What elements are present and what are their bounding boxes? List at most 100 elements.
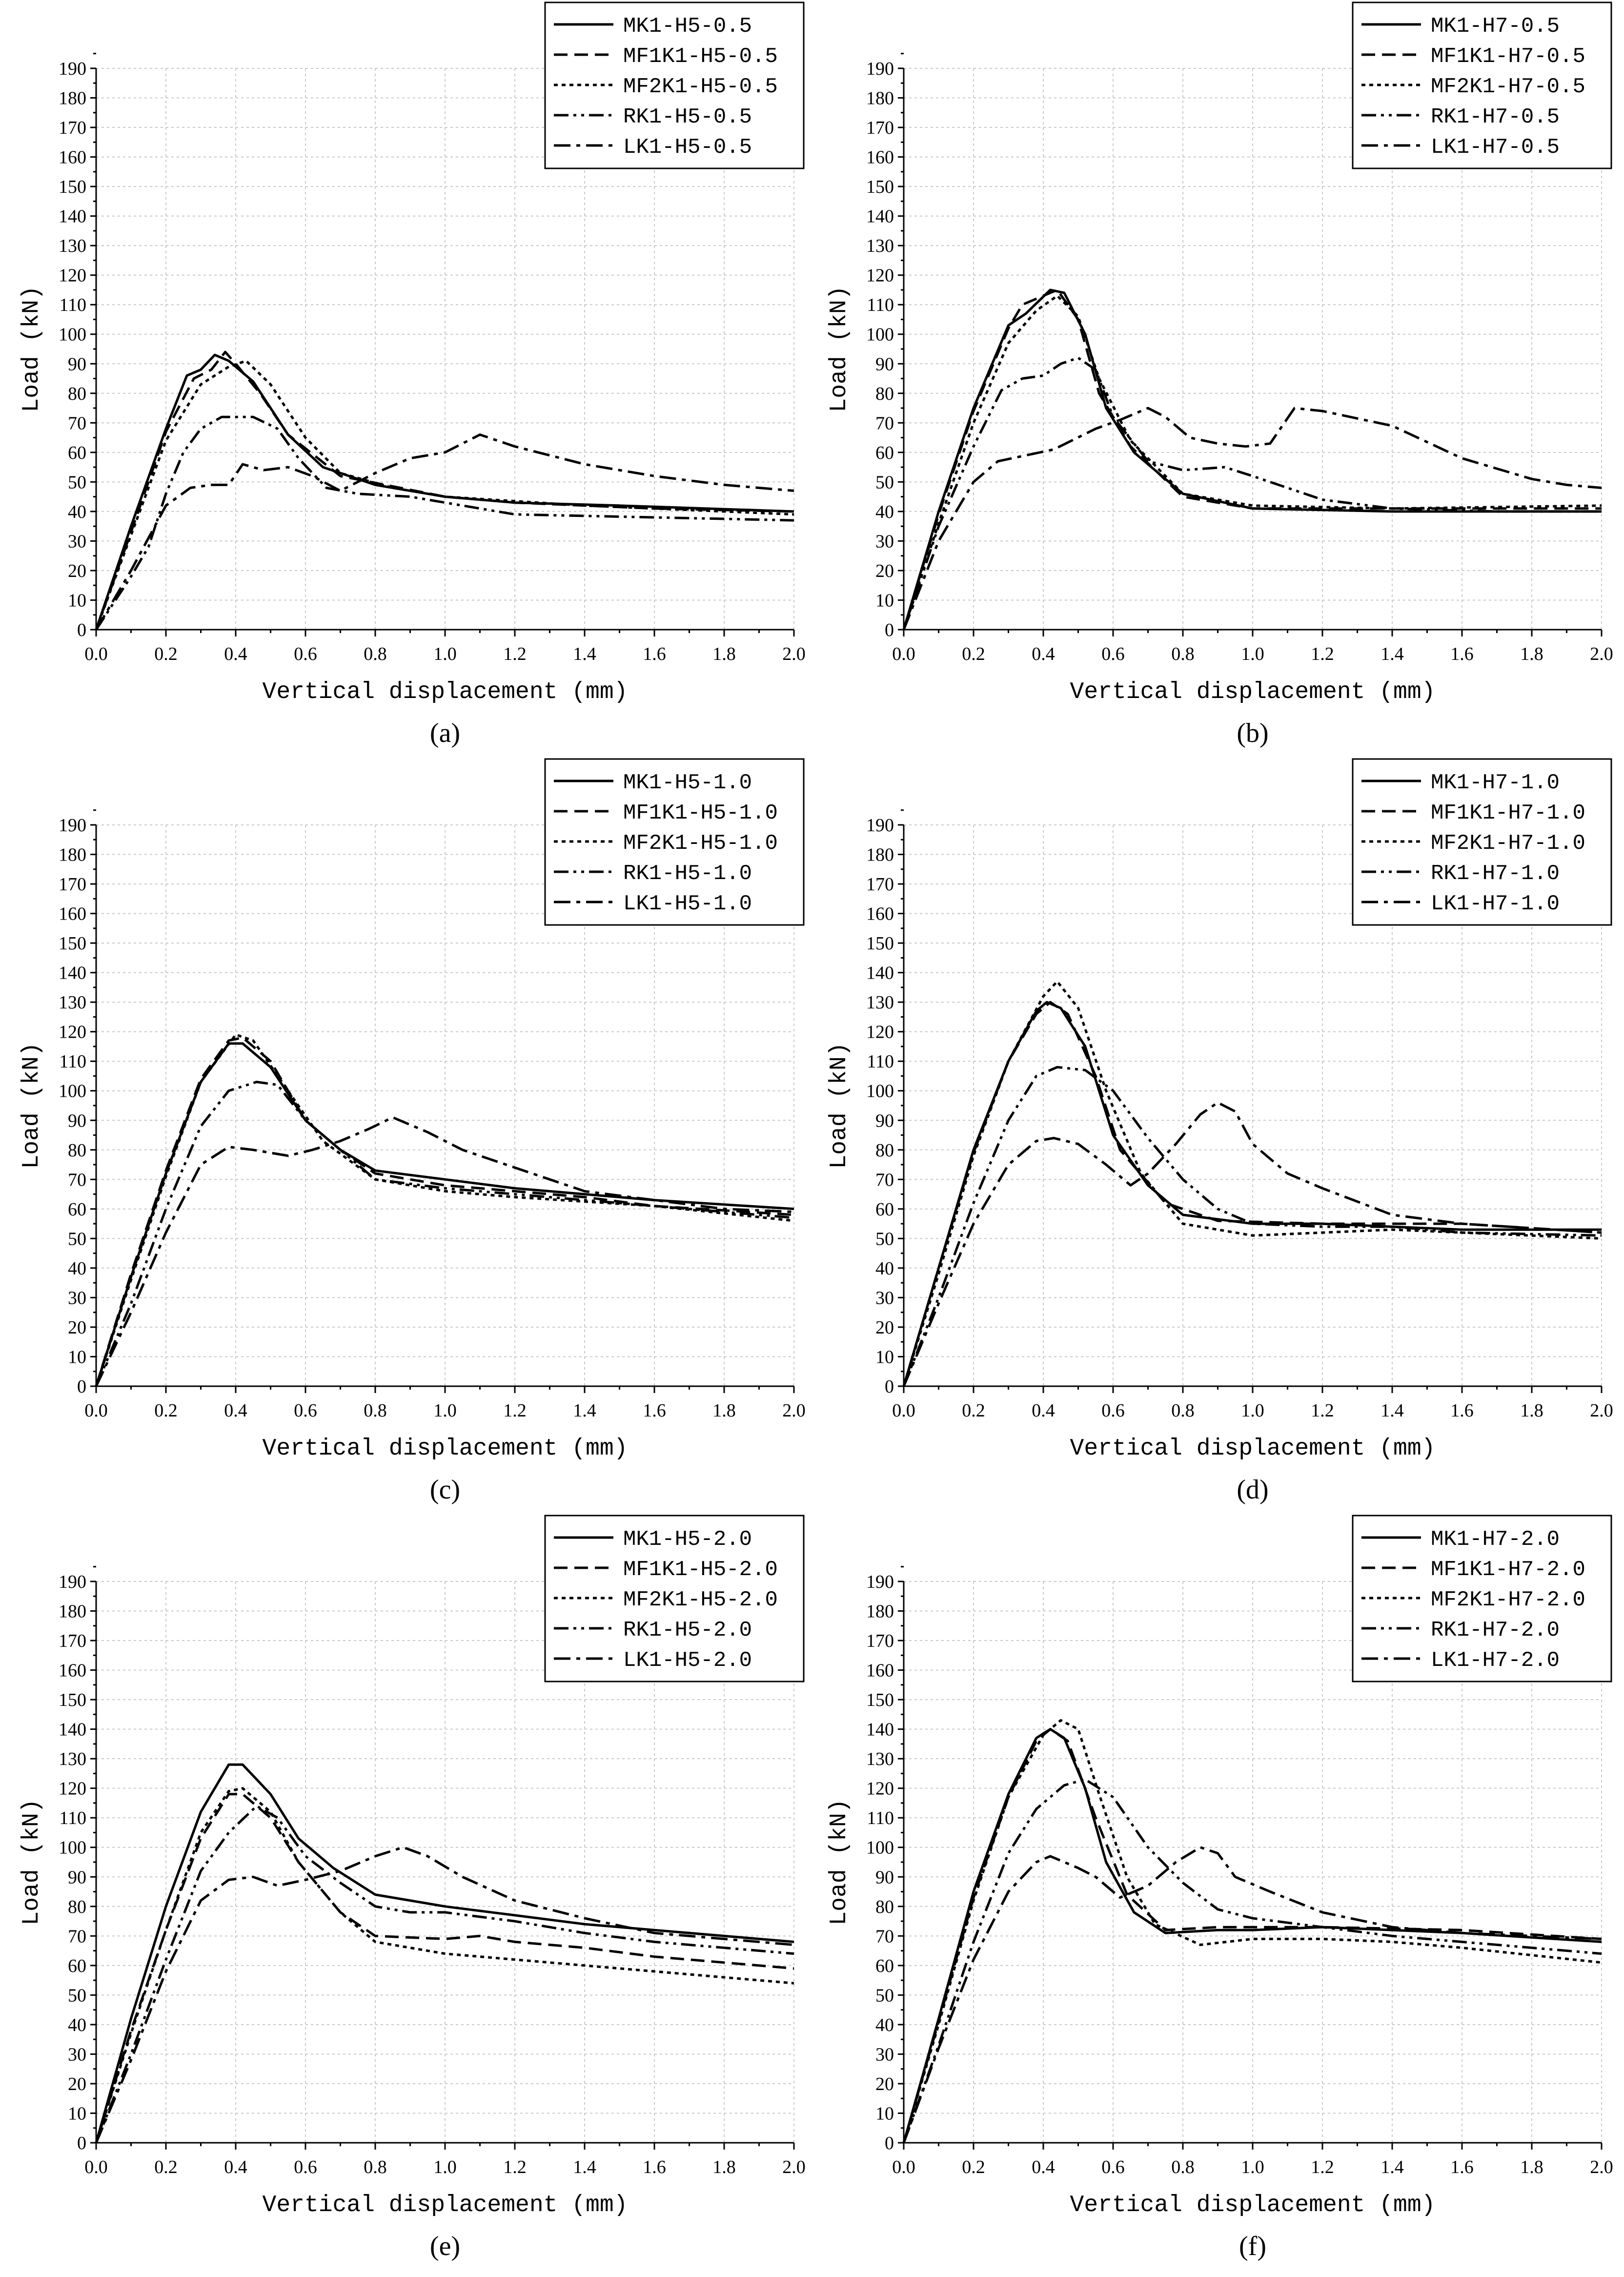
x-tick-label: 1.6 bbox=[1450, 644, 1474, 664]
y-tick-label: 40 bbox=[68, 1258, 86, 1279]
x-tick-label: 1.2 bbox=[503, 2157, 527, 2177]
y-tick-label: 0 bbox=[885, 620, 894, 640]
series-line bbox=[902, 407, 1602, 630]
series-line bbox=[95, 1116, 794, 1387]
y-tick-label: 70 bbox=[875, 413, 894, 433]
x-tick-label: 1.8 bbox=[712, 644, 736, 664]
y-tick-label: 100 bbox=[59, 325, 86, 345]
x-axis-label: Vertical displacement (mm) bbox=[1070, 1436, 1436, 1462]
y-tick-label: 130 bbox=[866, 992, 894, 1013]
y-tick-label: 160 bbox=[59, 147, 86, 168]
legend: MK1-H5-2.0 MF1K1-H5-2.0 MF2K1-H5-2.0 RK1-H5… bbox=[544, 1515, 805, 1682]
chart-panel: 0 10 20 30 40 50 60 70 80 90 100 110 120 130 140 150 160… bbox=[826, 1, 1613, 748]
y-tick-label: 120 bbox=[866, 266, 894, 286]
y-tick-label: 10 bbox=[875, 1347, 894, 1367]
y-tick-label: 190 bbox=[866, 815, 894, 836]
y-tick-label: 180 bbox=[866, 845, 894, 865]
panel-label: (a) bbox=[430, 718, 460, 748]
x-tick-label: 1.4 bbox=[1380, 644, 1404, 664]
y-tick-label: 70 bbox=[68, 1169, 86, 1190]
chart-panel: 0 10 20 30 40 50 60 70 80 90 100 110 120 130 140 150 160… bbox=[19, 758, 806, 1505]
x-tick-label: 0.8 bbox=[1171, 2157, 1195, 2177]
y-tick-label: 100 bbox=[59, 1081, 86, 1102]
legend: MK1-H5-1.0 MF1K1-H5-1.0 MF2K1-H5-1.0 RK1-H5… bbox=[544, 758, 805, 926]
x-tick-label: 0.6 bbox=[294, 1400, 317, 1421]
legend: MK1-H7-2.0 MF1K1-H7-2.0 MF2K1-H7-2.0 RK1-H7… bbox=[1352, 1515, 1612, 1682]
y-tick-label: 100 bbox=[59, 1838, 86, 1858]
legend-label: MK1-H5-1.0 bbox=[623, 771, 752, 795]
y-tick-label: 150 bbox=[866, 933, 894, 954]
x-tick-label: 0.4 bbox=[1032, 2157, 1055, 2177]
x-tick-label: 1.4 bbox=[573, 2157, 596, 2177]
x-tick-label: 1.6 bbox=[1450, 1400, 1474, 1421]
x-tick-label: 1.8 bbox=[1520, 2157, 1543, 2177]
y-tick-label: 20 bbox=[68, 2074, 86, 2094]
x-tick-label: 0.8 bbox=[1171, 1400, 1195, 1421]
x-tick-label: 0.2 bbox=[154, 644, 178, 664]
x-tick-label: 0.8 bbox=[364, 2157, 387, 2177]
legend-label: MF1K1-H5-0.5 bbox=[623, 44, 778, 69]
y-tick-label: 110 bbox=[59, 295, 86, 315]
y-tick-label: 180 bbox=[866, 88, 894, 109]
y-tick-label: 130 bbox=[866, 236, 894, 256]
grid-lines bbox=[904, 824, 1602, 1386]
legend-label: MF2K1-H5-1.0 bbox=[623, 831, 778, 856]
legend-label: MK1-H7-2.0 bbox=[1431, 1527, 1560, 1552]
y-tick-label: 120 bbox=[59, 266, 86, 286]
y-tick-label: 90 bbox=[68, 354, 86, 374]
chart-panel: 0 10 20 30 40 50 60 70 80 90 100 110 120 130 140 150 160… bbox=[826, 758, 1613, 1505]
y-tick-label: 30 bbox=[68, 531, 86, 552]
x-tick-label: 0.0 bbox=[84, 644, 108, 664]
y-tick-label: 100 bbox=[866, 1838, 894, 1858]
series-line bbox=[95, 433, 794, 631]
x-tick-label: 2.0 bbox=[1590, 2157, 1613, 2177]
y-tick-label: 140 bbox=[866, 963, 894, 984]
y-tick-label: 150 bbox=[866, 177, 894, 197]
y-tick-label: 0 bbox=[77, 1376, 86, 1397]
series-line bbox=[902, 1066, 1602, 1387]
y-tick-label: 140 bbox=[59, 963, 86, 984]
y-tick-label: 70 bbox=[875, 1169, 894, 1190]
panel-label: (e) bbox=[430, 2231, 460, 2261]
x-tick-label: 0.6 bbox=[294, 2157, 317, 2177]
y-tick-label: 170 bbox=[866, 118, 894, 138]
y-tick-label: 50 bbox=[68, 1229, 86, 1249]
panel-label: (c) bbox=[430, 1475, 460, 1505]
y-tick-label: 160 bbox=[866, 147, 894, 168]
x-tick-label: 0.4 bbox=[224, 644, 247, 664]
x-tick-label: 2.0 bbox=[782, 644, 806, 664]
y-tick-label: 20 bbox=[875, 2074, 894, 2094]
x-tick-label: 0.6 bbox=[1101, 1400, 1125, 1421]
x-tick-label: 2.0 bbox=[1590, 1400, 1613, 1421]
series-line bbox=[902, 356, 1602, 630]
y-tick-label: 60 bbox=[875, 1956, 894, 1976]
y-tick-label: 30 bbox=[875, 531, 894, 552]
y-tick-label: 80 bbox=[875, 1897, 894, 1917]
y-tick-label: 40 bbox=[875, 2015, 894, 2035]
y-tick-label: 110 bbox=[867, 1051, 894, 1072]
y-tick-label: 30 bbox=[875, 1288, 894, 1308]
y-tick-label: 60 bbox=[68, 1956, 86, 1976]
series-line bbox=[902, 1719, 1602, 2143]
y-tick-label: 120 bbox=[866, 1022, 894, 1043]
y-tick-label: 0 bbox=[77, 2133, 86, 2154]
legend-label: LK1-H5-1.0 bbox=[623, 892, 752, 916]
y-tick-label: 110 bbox=[59, 1051, 86, 1072]
x-tick-label: 0.4 bbox=[1032, 1400, 1055, 1421]
y-tick-label: 170 bbox=[866, 1631, 894, 1651]
x-tick-label: 0.2 bbox=[154, 2157, 178, 2177]
y-tick-label: 90 bbox=[875, 1867, 894, 1887]
legend: MK1-H7-1.0 MF1K1-H7-1.0 MF2K1-H7-1.0 RK1-H7… bbox=[1352, 758, 1612, 926]
x-tick-label: 1.2 bbox=[1311, 2157, 1334, 2177]
y-tick-label: 160 bbox=[59, 1661, 86, 1681]
x-tick-label: 0.0 bbox=[892, 1400, 915, 1421]
y-tick-label: 160 bbox=[866, 904, 894, 924]
chart-panel: 0 10 20 30 40 50 60 70 80 90 100 110 120 130 140 150 160… bbox=[19, 1, 806, 748]
y-tick-label: 10 bbox=[68, 590, 86, 611]
y-axis-label: Load (kN) bbox=[19, 286, 45, 412]
legend-label: RK1-H5-2.0 bbox=[623, 1618, 752, 1642]
y-tick-label: 60 bbox=[875, 1199, 894, 1220]
y-tick-label: 20 bbox=[68, 561, 86, 581]
y-tick-label: 150 bbox=[59, 177, 86, 197]
legend-label: RK1-H5-1.0 bbox=[623, 862, 752, 886]
